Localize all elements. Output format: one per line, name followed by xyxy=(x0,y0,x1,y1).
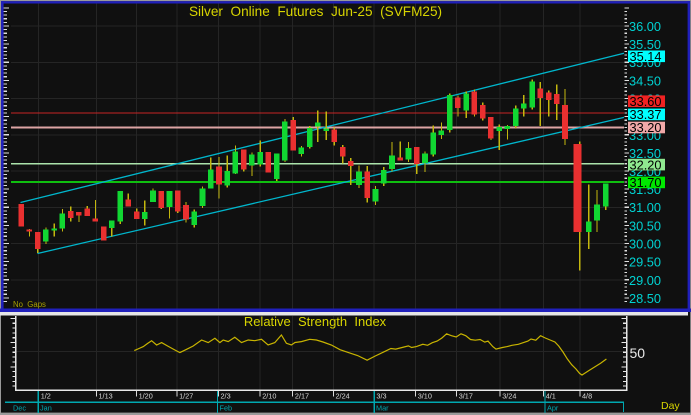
svg-text:Dec: Dec xyxy=(13,404,26,413)
svg-text:1/13: 1/13 xyxy=(99,392,113,401)
svg-text:1/2: 1/2 xyxy=(41,392,51,401)
svg-text:Mar: Mar xyxy=(376,404,389,413)
svg-text:30.50: 30.50 xyxy=(629,218,661,233)
svg-text:35.14: 35.14 xyxy=(630,49,662,64)
svg-text:Feb: Feb xyxy=(220,404,233,413)
svg-text:2/24: 2/24 xyxy=(336,392,350,401)
svg-text:35.50: 35.50 xyxy=(629,37,661,52)
svg-text:3/24: 3/24 xyxy=(502,392,516,401)
svg-text:4/8: 4/8 xyxy=(582,392,592,401)
svg-text:1/27: 1/27 xyxy=(179,392,193,401)
svg-text:3/10: 3/10 xyxy=(418,392,432,401)
svg-text:2/17: 2/17 xyxy=(295,392,309,401)
svg-text:32.50: 32.50 xyxy=(629,146,661,161)
svg-text:Silver Online Futures Jun-2: Silver Online Futures Jun-25 (SVFM25) xyxy=(189,4,442,19)
svg-text:34.50: 34.50 xyxy=(629,73,661,88)
svg-text:31.00: 31.00 xyxy=(629,200,661,215)
svg-text:33.37: 33.37 xyxy=(630,107,662,122)
svg-text:1/20: 1/20 xyxy=(139,392,153,401)
svg-text:31.70: 31.70 xyxy=(630,175,662,190)
svg-text:3/3: 3/3 xyxy=(376,392,386,401)
svg-text:30.00: 30.00 xyxy=(629,237,661,252)
svg-text:Day: Day xyxy=(661,400,680,412)
svg-text:33.60: 33.60 xyxy=(630,94,662,109)
svg-text:Apr: Apr xyxy=(547,404,559,413)
svg-text:33.20: 33.20 xyxy=(630,120,662,135)
svg-text:29.00: 29.00 xyxy=(629,273,661,288)
svg-text:28.50: 28.50 xyxy=(629,291,661,306)
svg-text:2/3: 2/3 xyxy=(221,392,231,401)
svg-text:4/1: 4/1 xyxy=(546,392,556,401)
svg-text:29.50: 29.50 xyxy=(629,255,661,270)
svg-text:No Gaps: No Gaps xyxy=(13,300,46,309)
svg-text:32.20: 32.20 xyxy=(630,157,662,172)
svg-text:Jan: Jan xyxy=(40,404,52,413)
svg-text:50: 50 xyxy=(630,345,646,361)
svg-text:Relative Strength Index: Relative Strength Index xyxy=(244,314,387,329)
svg-text:36.00: 36.00 xyxy=(629,19,661,34)
svg-text:2/10: 2/10 xyxy=(262,392,276,401)
svg-text:3/17: 3/17 xyxy=(459,392,473,401)
